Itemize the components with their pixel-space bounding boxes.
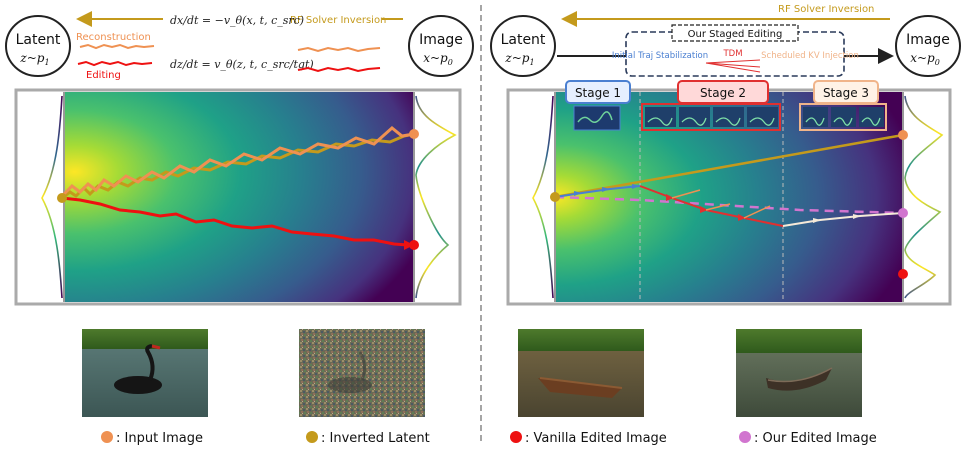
stage-3-thumbnails (799, 103, 887, 131)
image-node-right (895, 15, 961, 77)
inversion-label-right: RF Solver Inversion (778, 4, 874, 15)
legend-input-dot (101, 431, 113, 443)
eq-inversion: dx/dt = −v_θ(x, t, c_src) (170, 14, 304, 27)
stage-item-2: TDM (722, 49, 742, 59)
reconstruction-squiggle (79, 43, 155, 50)
reconstruction-label: Reconstruction (76, 32, 151, 43)
latent-gaussian-right (532, 95, 554, 299)
latent-node (5, 15, 71, 77)
stage-3-label: Stage 3 (823, 86, 869, 100)
vanilla-boat-photo (518, 329, 644, 417)
left-panel: Latent z~p1 Image x~p0 RF Solver Inversi… (5, 11, 474, 306)
legend-ours-dot (739, 431, 751, 443)
image-dist-right: x~p0 (910, 51, 940, 67)
noisy-latent-photo (299, 329, 425, 417)
reconstruction-squiggle-right (297, 46, 381, 53)
inverted-latent-dot-right (550, 192, 560, 202)
left-heatmap (64, 92, 414, 302)
image-title: Image (419, 32, 463, 48)
reconstruction-trajectory (60, 126, 415, 198)
editing-squiggle (77, 60, 153, 67)
stage-1-thumbnail (573, 105, 621, 131)
our-edited-dot (898, 208, 908, 218)
legend: : Input Image : Inverted Latent : Vanill… (101, 431, 877, 446)
stage-1-label: Stage 1 (575, 86, 621, 100)
latent-dist: z~p1 (19, 51, 49, 67)
tdm-branches (671, 189, 771, 219)
latent-title-right: Latent (501, 32, 546, 48)
stage-2-label: Stage 2 (700, 86, 746, 100)
latent-node-right (490, 15, 556, 77)
editing-squiggle-right (297, 66, 381, 73)
latent-dist-right: z~p1 (504, 51, 534, 67)
legend-ours-label: : Our Edited Image (754, 431, 877, 446)
image-gaussian-right (904, 95, 944, 299)
inversion-trajectory-right (554, 133, 904, 199)
vanilla-edited-dot-right (898, 269, 908, 279)
latent-title: Latent (16, 32, 61, 48)
inversion-trajectory (61, 132, 415, 200)
image-dist: x~p0 (423, 51, 453, 67)
image-gaussian (415, 95, 457, 299)
black-swan-photo (82, 329, 208, 417)
legend-vanilla-dot (510, 431, 522, 443)
inverted-latent-dot (57, 193, 67, 203)
stage-item-3: Scheduled KV Injection (761, 51, 859, 61)
stage-2-thumbnails (641, 103, 781, 131)
inversion-label: RF Solver Inversion (290, 15, 386, 26)
our-boat-photo (736, 329, 862, 417)
legend-input-label: : Input Image (116, 431, 203, 446)
legend-latent-dot (306, 431, 318, 443)
stage-3-path (782, 212, 904, 227)
our-trajectory (554, 195, 904, 215)
vanilla-edited-dot (409, 240, 419, 250)
stage-item-1: Initial Traj Stabilization (612, 51, 708, 61)
latent-gaussian (41, 95, 63, 299)
stage-1-badge (565, 80, 631, 104)
stage-1-path (554, 185, 641, 198)
image-title-right: Image (906, 32, 950, 48)
editing-trajectory (61, 196, 409, 247)
editing-label: Editing (86, 70, 121, 81)
right-panel: Latent z~p1 Image x~p0 RF Solver Inversi… (490, 4, 961, 306)
legend-vanilla-label: : Vanilla Edited Image (525, 431, 667, 446)
staged-title: Our Staged Editing (688, 29, 783, 40)
legend-latent-label: : Inverted Latent (321, 431, 430, 446)
input-image-dot (409, 129, 419, 139)
input-image-dot-right (898, 130, 908, 140)
image-node (408, 15, 474, 77)
eq-editing: dz/dt = v_θ(z, t, c_src/tgt) (170, 58, 314, 71)
